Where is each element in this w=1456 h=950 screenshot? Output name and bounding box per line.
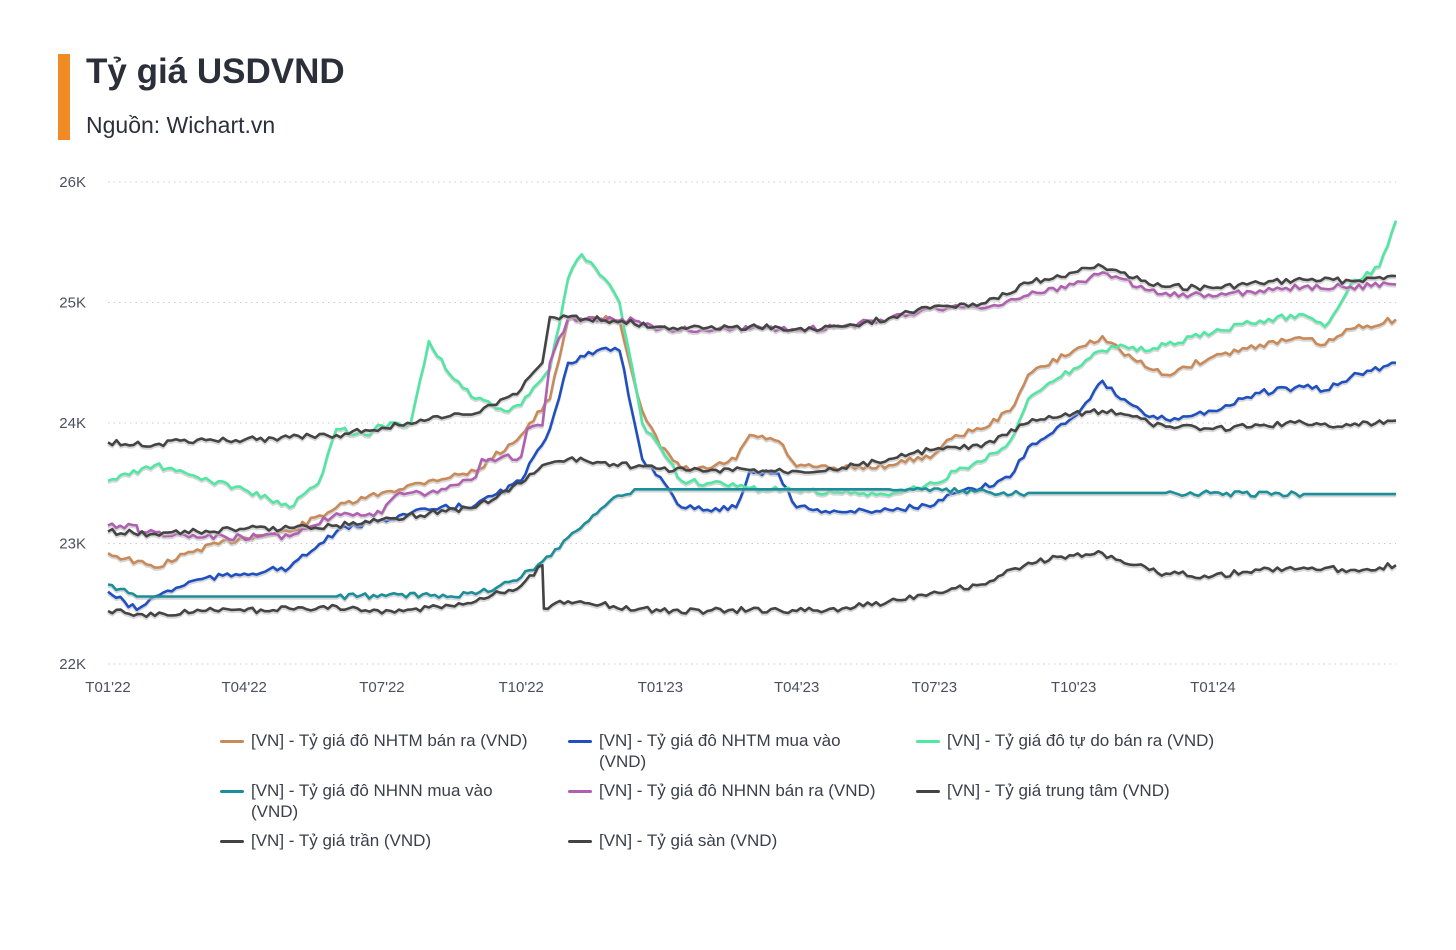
y-tick-label: 22K (59, 656, 86, 673)
series-line (107, 263, 1397, 448)
grid-lines (108, 181, 1396, 665)
legend-item[interactable]: [VN] - Tỷ giá đô NHTM mua vào (VND) (568, 730, 916, 772)
x-tick-label: T10'23 (1051, 679, 1096, 696)
series-line-shadow (107, 348, 1397, 614)
legend-swatch (220, 740, 244, 743)
x-tick-label: T04'23 (774, 679, 819, 696)
series-line (107, 408, 1397, 538)
x-tick-label: T04'22 (222, 679, 267, 696)
legend-swatch (568, 740, 592, 743)
series-line-shadow (107, 273, 1397, 544)
legend-item[interactable]: [VN] - Tỷ giá đô NHTM bán ra (VND) (220, 730, 568, 772)
legend-label: [VN] - Tỷ giá trần (VND) (251, 831, 432, 850)
legend-label: [VN] - Tỷ giá đô NHTM mua vào (VND) (599, 731, 841, 771)
y-tick-label: 26K (59, 174, 86, 191)
series-line (107, 486, 1396, 601)
legend-swatch (568, 790, 592, 793)
series-line (107, 271, 1397, 542)
series-line (107, 549, 1397, 619)
legend-swatch (916, 790, 940, 793)
x-tick-label: T07'22 (359, 679, 404, 696)
chart-source: Nguồn: Wichart.vn (86, 112, 276, 138)
line-chart: 22K 23K 24K 25K 26K T01'22 T04'22 T07'22 T10'22… (59, 174, 1398, 696)
legend-label: [VN] - Tỷ giá đô NHNN mua vào (VND) (251, 781, 493, 821)
series-line-shadow (107, 551, 1397, 621)
series-line-shadow (107, 410, 1397, 540)
series-line (107, 314, 1397, 569)
y-tick-label: 25K (59, 295, 86, 312)
series-group (107, 220, 1398, 621)
x-tick-label: T07'23 (912, 679, 957, 696)
x-tick-label: T01'24 (1190, 679, 1235, 696)
legend-swatch (916, 740, 940, 743)
y-tick-label: 23K (59, 536, 86, 553)
x-tick-label: T10'22 (498, 679, 543, 696)
legend-item[interactable]: [VN] - Tỷ giá sàn (VND) (568, 830, 916, 851)
y-tick-label: 24K (59, 415, 86, 432)
legend-item[interactable]: [VN] - Tỷ giá đô tự do bán ra (VND) (916, 730, 1276, 772)
title-accent-bar (58, 54, 70, 140)
legend-label: [VN] - Tỷ giá đô NHTM bán ra (VND) (251, 731, 528, 750)
series-line (107, 346, 1397, 612)
legend-swatch (220, 790, 244, 793)
series-line-shadow (107, 488, 1396, 603)
y-axis: 22K 23K 24K 25K 26K (59, 174, 86, 673)
legend-swatch (220, 840, 244, 843)
series-line-shadow (107, 265, 1397, 450)
legend-item[interactable]: [VN] - Tỷ giá đô NHNN mua vào (VND) (220, 780, 568, 822)
legend-label: [VN] - Tỷ giá đô NHNN bán ra (VND) (599, 781, 876, 800)
x-axis: T01'22 T04'22 T07'22 T10'22 T01'23 T04'23 T07'… (85, 679, 1235, 696)
legend-label: [VN] - Tỷ giá sàn (VND) (599, 831, 778, 850)
legend-item[interactable]: [VN] - Tỷ giá đô NHNN bán ra (VND) (568, 780, 916, 822)
legend-label: [VN] - Tỷ giá trung tâm (VND) (947, 781, 1170, 800)
legend-label: [VN] - Tỷ giá đô tự do bán ra (VND) (947, 731, 1215, 750)
legend-item[interactable]: [VN] - Tỷ giá trần (VND) (220, 830, 568, 851)
x-tick-label: T01'23 (638, 679, 683, 696)
chart-legend: [VN] - Tỷ giá đô NHTM bán ra (VND) [VN] -… (220, 730, 1320, 851)
legend-swatch (568, 840, 592, 843)
chart-title: Tỷ giá USDVND (86, 52, 345, 91)
legend-item[interactable]: [VN] - Tỷ giá trung tâm (VND) (916, 780, 1276, 822)
x-tick-label: T01'22 (85, 679, 130, 696)
